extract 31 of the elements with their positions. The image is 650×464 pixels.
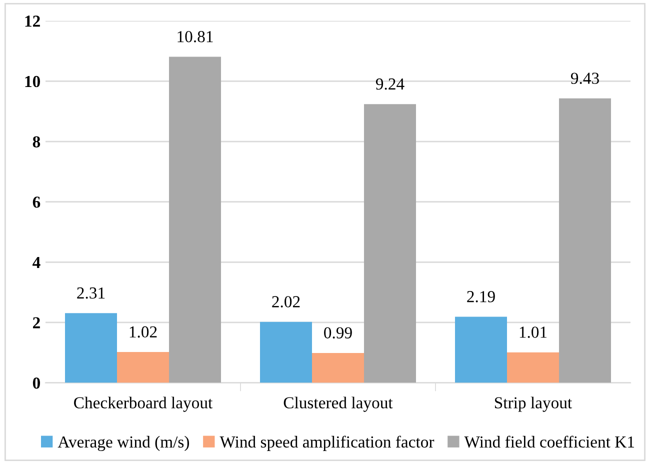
x-tick-label: Strip layout <box>494 396 572 412</box>
x-tick-label: Checkerboard layout <box>74 396 213 412</box>
legend-label: Average wind (m/s) <box>58 436 189 452</box>
y-tick-label: 0 <box>32 378 40 389</box>
bar <box>312 352 364 383</box>
bar <box>507 352 559 383</box>
data-label: 1.01 <box>520 326 547 338</box>
data-label: 10.81 <box>178 31 213 42</box>
bar <box>169 56 221 383</box>
bar <box>117 352 169 383</box>
bar <box>455 316 507 383</box>
data-label: 9.24 <box>376 78 404 90</box>
y-tick-label: 6 <box>32 196 40 208</box>
data-label: 2.02 <box>272 296 300 308</box>
y-tick-label: 2 <box>33 317 40 328</box>
y-tick-label: 4 <box>32 256 40 268</box>
bar <box>364 104 416 383</box>
legend-label: Wind speed amplification factor <box>220 436 434 451</box>
data-label: 9.43 <box>570 72 599 84</box>
data-label: 2.31 <box>77 287 105 299</box>
y-tick-label: 10 <box>25 76 40 88</box>
data-label: 0.99 <box>324 327 352 339</box>
bar <box>260 322 312 383</box>
y-tick-label: 12 <box>25 16 40 27</box>
data-label: 2.19 <box>467 291 495 302</box>
bar <box>559 98 611 383</box>
legend-label: Wind field coefficient K1 <box>464 436 634 448</box>
y-tick-label: 8 <box>32 136 40 148</box>
x-tick-label: Clustered layout <box>284 396 393 412</box>
data-label: 1.02 <box>130 326 157 338</box>
bar <box>65 313 117 383</box>
